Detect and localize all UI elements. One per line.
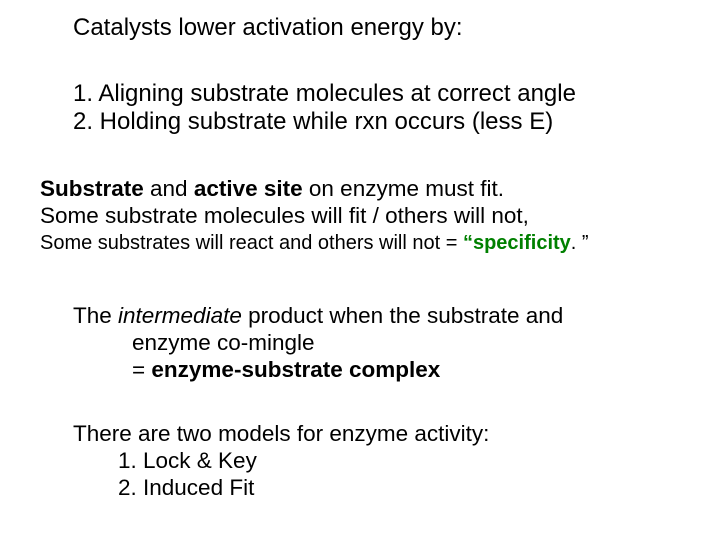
text: = <box>132 357 151 382</box>
specificity-line: Some substrates will react and others wi… <box>40 231 589 255</box>
text: on enzyme must fit. <box>303 176 504 201</box>
text: and <box>144 176 194 201</box>
intermediate-line-2: enzyme co-mingle <box>132 329 315 356</box>
text: product when the substrate and <box>242 303 563 328</box>
model-1: 1. Lock & Key <box>118 447 257 474</box>
term-substrate: Substrate <box>40 176 144 201</box>
intermediate-line-3: = enzyme-substrate complex <box>132 356 440 383</box>
title: Catalysts lower activation energy by: <box>73 14 463 43</box>
fit-line-2: Some substrate molecules will fit / othe… <box>40 202 529 229</box>
fit-line-1: Substrate and active site on enzyme must… <box>40 175 504 202</box>
mechanism-1: 1. Aligning substrate molecules at corre… <box>73 80 576 109</box>
term-active-site: active site <box>194 176 303 201</box>
text: The <box>73 303 118 328</box>
intermediate-line-1: The intermediate product when the substr… <box>73 302 563 329</box>
term-es-complex: enzyme-substrate complex <box>151 357 440 382</box>
slide: Catalysts lower activation energy by: 1.… <box>0 0 720 540</box>
mechanism-2: 2. Holding substrate while rxn occurs (l… <box>73 108 553 137</box>
text: Some substrates will react and others wi… <box>40 232 463 254</box>
model-2: 2. Induced Fit <box>118 474 254 501</box>
term-specificity: “specificity <box>463 232 571 254</box>
term-intermediate: intermediate <box>118 303 242 328</box>
models-intro: There are two models for enzyme activity… <box>73 420 489 447</box>
text: . ” <box>571 232 589 254</box>
